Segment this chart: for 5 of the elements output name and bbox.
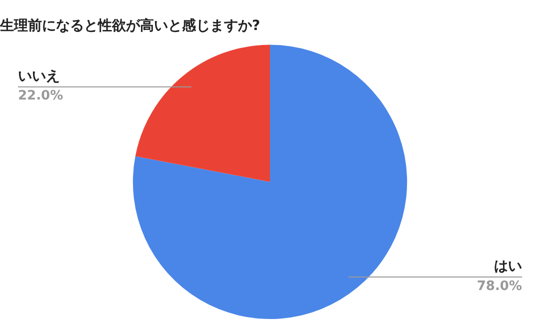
slice-label: はい: [494, 258, 522, 275]
data-label: 78.0%: [476, 278, 522, 294]
slice-label: いいえ: [18, 68, 60, 84]
data-label: 22.0%: [18, 88, 64, 104]
chart-title: 生理前になると性欲が高いと感じますか?: [0, 17, 260, 34]
